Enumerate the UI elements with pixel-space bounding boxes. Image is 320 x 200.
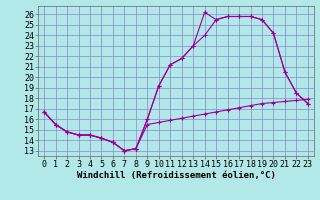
X-axis label: Windchill (Refroidissement éolien,°C): Windchill (Refroidissement éolien,°C) xyxy=(76,171,276,180)
